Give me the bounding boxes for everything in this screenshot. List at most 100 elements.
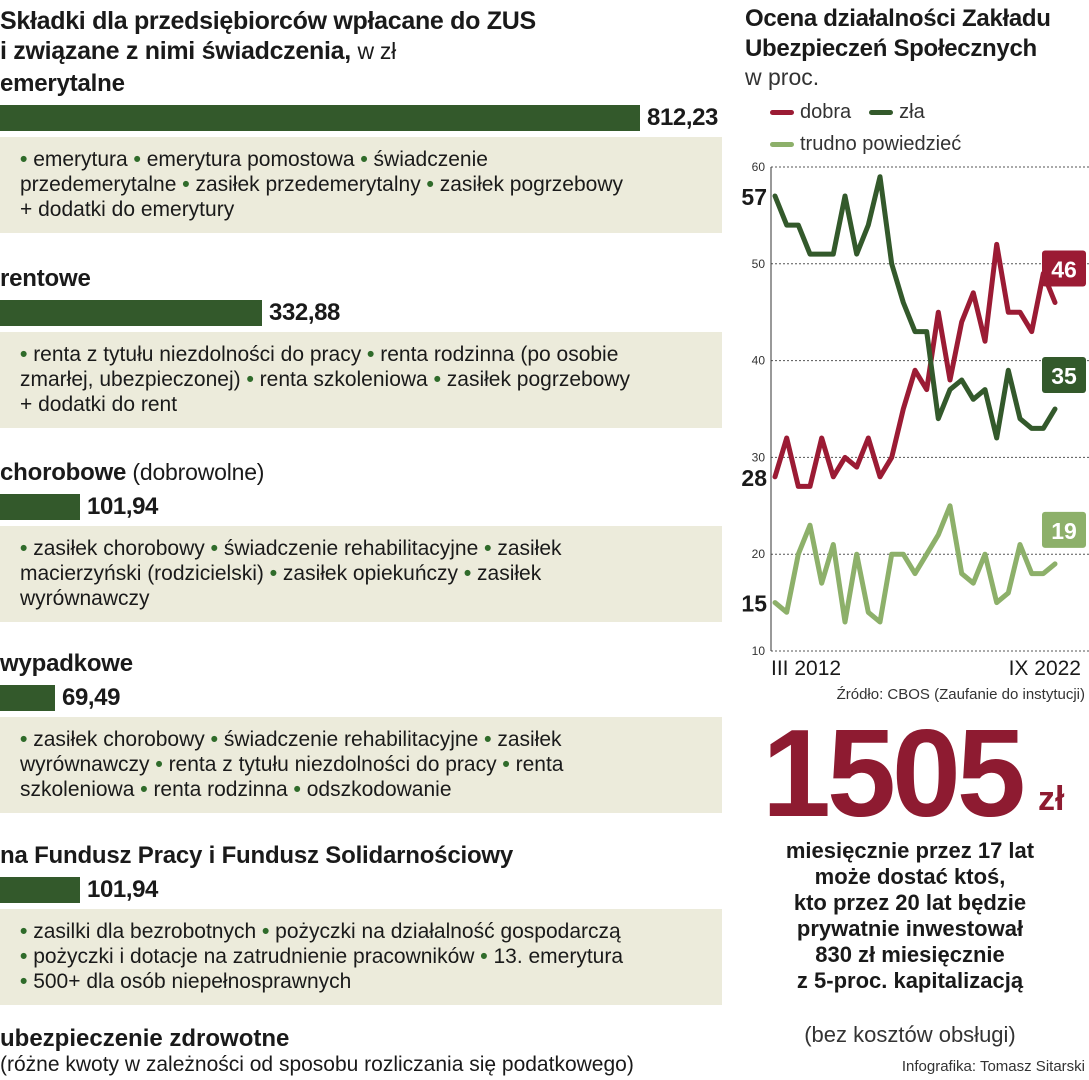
x-end-label: IX 2022 [1009,657,1081,680]
benefits-line: • renta z tytułu niezdolności do pracy •… [20,342,702,367]
benefit-item: zasiłek opiekuńczy [282,562,458,585]
legend-label-zla: zła [899,101,925,123]
y-tick-label: 30 [752,450,766,464]
benefit-item: szkoleniowa [20,778,135,801]
benefits-line: • emerytura • emerytura pomostowa • świa… [20,147,702,172]
y-tick-label: 50 [752,257,766,271]
section-title-text: emerytalne [0,70,125,97]
benefits-line: wyrównawczy • renta z tytułu niezdolnośc… [20,752,702,777]
benefit-item: zasiłek pogrzebowy [446,368,631,391]
bar [0,877,80,903]
section-title-text: rentowe [0,265,91,292]
section-3: wypadkowe 69,49 • zasiłek chorobowy • świa… [0,650,722,813]
y-tick-label: 40 [752,354,766,368]
end-value-label-dobra: 46 [1051,257,1077,283]
bar-row: 332,88 [0,299,722,326]
chart-title: Ocena działalności Zakładu Ubezpieczeń S… [745,4,1089,64]
line-chart: 10 20 30 40 50 60 III 2012 IX 2022 28 46 57 35 15 19 [741,160,1089,680]
bar-value-label: 812,23 [647,104,719,131]
callout-amount-unit: zł [1038,780,1065,818]
bar-value-label: 101,94 [87,876,159,903]
benefits-line: • zasiłek chorobowy • świadczenie rehabi… [20,536,702,561]
series-line-dobra [772,241,1058,489]
callout-line: 830 zł miesięcznie [815,942,1005,967]
bar [0,105,640,131]
benefits-list: • emerytura • emerytura pomostowa • świa… [0,137,722,233]
bar [0,494,80,520]
bar [0,685,55,711]
contributions-panel: Składki dla przedsiębiorców wpłacane do … [0,6,722,1076]
bar-value-label: 69,49 [62,684,121,711]
benefits-line: + dodatki do emerytury [20,197,702,222]
bar-value-label: 332,88 [269,299,341,326]
end-value-label-trudno: 19 [1051,518,1077,544]
benefits-line: + dodatki do rent [20,392,702,417]
benefits-line: szkoleniowa • renta rodzinna • odszkodow… [20,777,702,802]
bullet-icon: • [20,970,34,993]
contributions-title-line1: Składki dla przedsiębiorców wpłacane do … [0,7,536,35]
section-title-text: wypadkowe [0,650,133,677]
end-value-label-zla: 35 [1051,363,1077,389]
bullet-icon: • [354,148,374,171]
bullet-icon: • [420,173,440,196]
benefit-item: zasiłek przedemerytalny [195,173,421,196]
benefit-item: macierzyński (rodzicielski) [20,562,264,585]
benefit-item: zasiłek chorobowy [33,728,205,751]
section-title-text: na Fundusz Pracy i Fundusz Solidarnościo… [0,842,514,869]
benefit-item: zasiłek [477,562,542,585]
benefit-item: świadczenie [373,148,488,171]
bar-row: 101,94 [0,493,722,520]
benefits-list: • zasiłek chorobowy • świadczenie rehabi… [0,526,722,622]
bullet-icon: • [204,728,224,751]
bullet-icon: • [134,778,154,801]
benefit-item: zasiłek chorobowy [33,537,205,560]
benefit-item: renta z tytułu niezdolności do pracy [33,343,362,366]
benefit-item: 500+ dla osób niepełnosprawnych [33,970,352,993]
benefit-item: pożyczki na działalność gospodarczą [275,920,621,943]
benefit-item: + dodatki do rent [20,393,178,416]
bullet-icon: • [149,753,169,776]
benefit-item: renta rodzinna [153,778,288,801]
legend-swatch-zla [869,110,894,115]
bullet-icon: • [20,945,34,968]
bullet-icon: • [20,343,34,366]
benefit-item: renta z tytułu niezdolności do pracy [168,753,497,776]
start-value-label-dobra: 28 [741,465,767,491]
benefit-item: zasiłek [497,537,562,560]
benefits-line: • pożyczki i dotacje na zatrudnienie pra… [20,944,702,969]
benefit-item: świadczenie rehabilitacyjne [223,728,479,751]
section-title-extra: (dobrowolne) [126,459,265,485]
legend-item-trudno: trudno powiedzieć [770,133,961,156]
benefits-line: • 500+ dla osób niepełnosprawnych [20,969,702,994]
section-1: rentowe 332,88 • renta z tytułu niezdolnoś… [0,265,722,428]
bullet-icon: • [496,753,516,776]
benefit-item: renta [515,753,564,776]
end-value-badge-trudno [1042,511,1086,548]
end-value-badge-zla [1042,357,1086,393]
bullet-icon: • [240,368,260,391]
benefit-item: emerytura [33,148,128,171]
contributions-title: Składki dla przedsiębiorców wpłacane do … [0,6,722,66]
benefit-item: wyrównawczy [20,753,150,776]
benefit-item: emerytura pomostowa [146,148,355,171]
bullet-icon: • [361,343,381,366]
benefit-item: + dodatki do emerytury [20,198,235,221]
legend-label-trudno: trudno powiedzieć [800,133,962,155]
bullet-icon: • [458,562,478,585]
callout-line: kto przez 20 lat będzie [793,890,1027,915]
bullet-icon: • [20,920,34,943]
bullet-icon: • [204,537,224,560]
bullet-icon: • [127,148,147,171]
benefit-item: pożyczki i dotacje na zatrudnienie praco… [33,945,475,968]
y-tick-label: 10 [752,644,766,658]
end-value-badge-dobra [1042,250,1086,287]
callout-subtext: (bez kosztów obsługi) [804,1022,1016,1047]
benefit-item: zasiłek [497,728,562,751]
health-insurance-note: (różne kwoty w zależności od sposobu roz… [0,1053,634,1076]
benefit-item: zasilki dla bezrobotnych [33,920,257,943]
bullet-icon: • [474,945,494,968]
start-value-label-zla: 57 [741,184,767,210]
benefits-line: • zasilki dla bezrobotnych • pożyczki na… [20,919,702,944]
bullet-icon: • [256,920,276,943]
bullet-icon: • [287,778,307,801]
